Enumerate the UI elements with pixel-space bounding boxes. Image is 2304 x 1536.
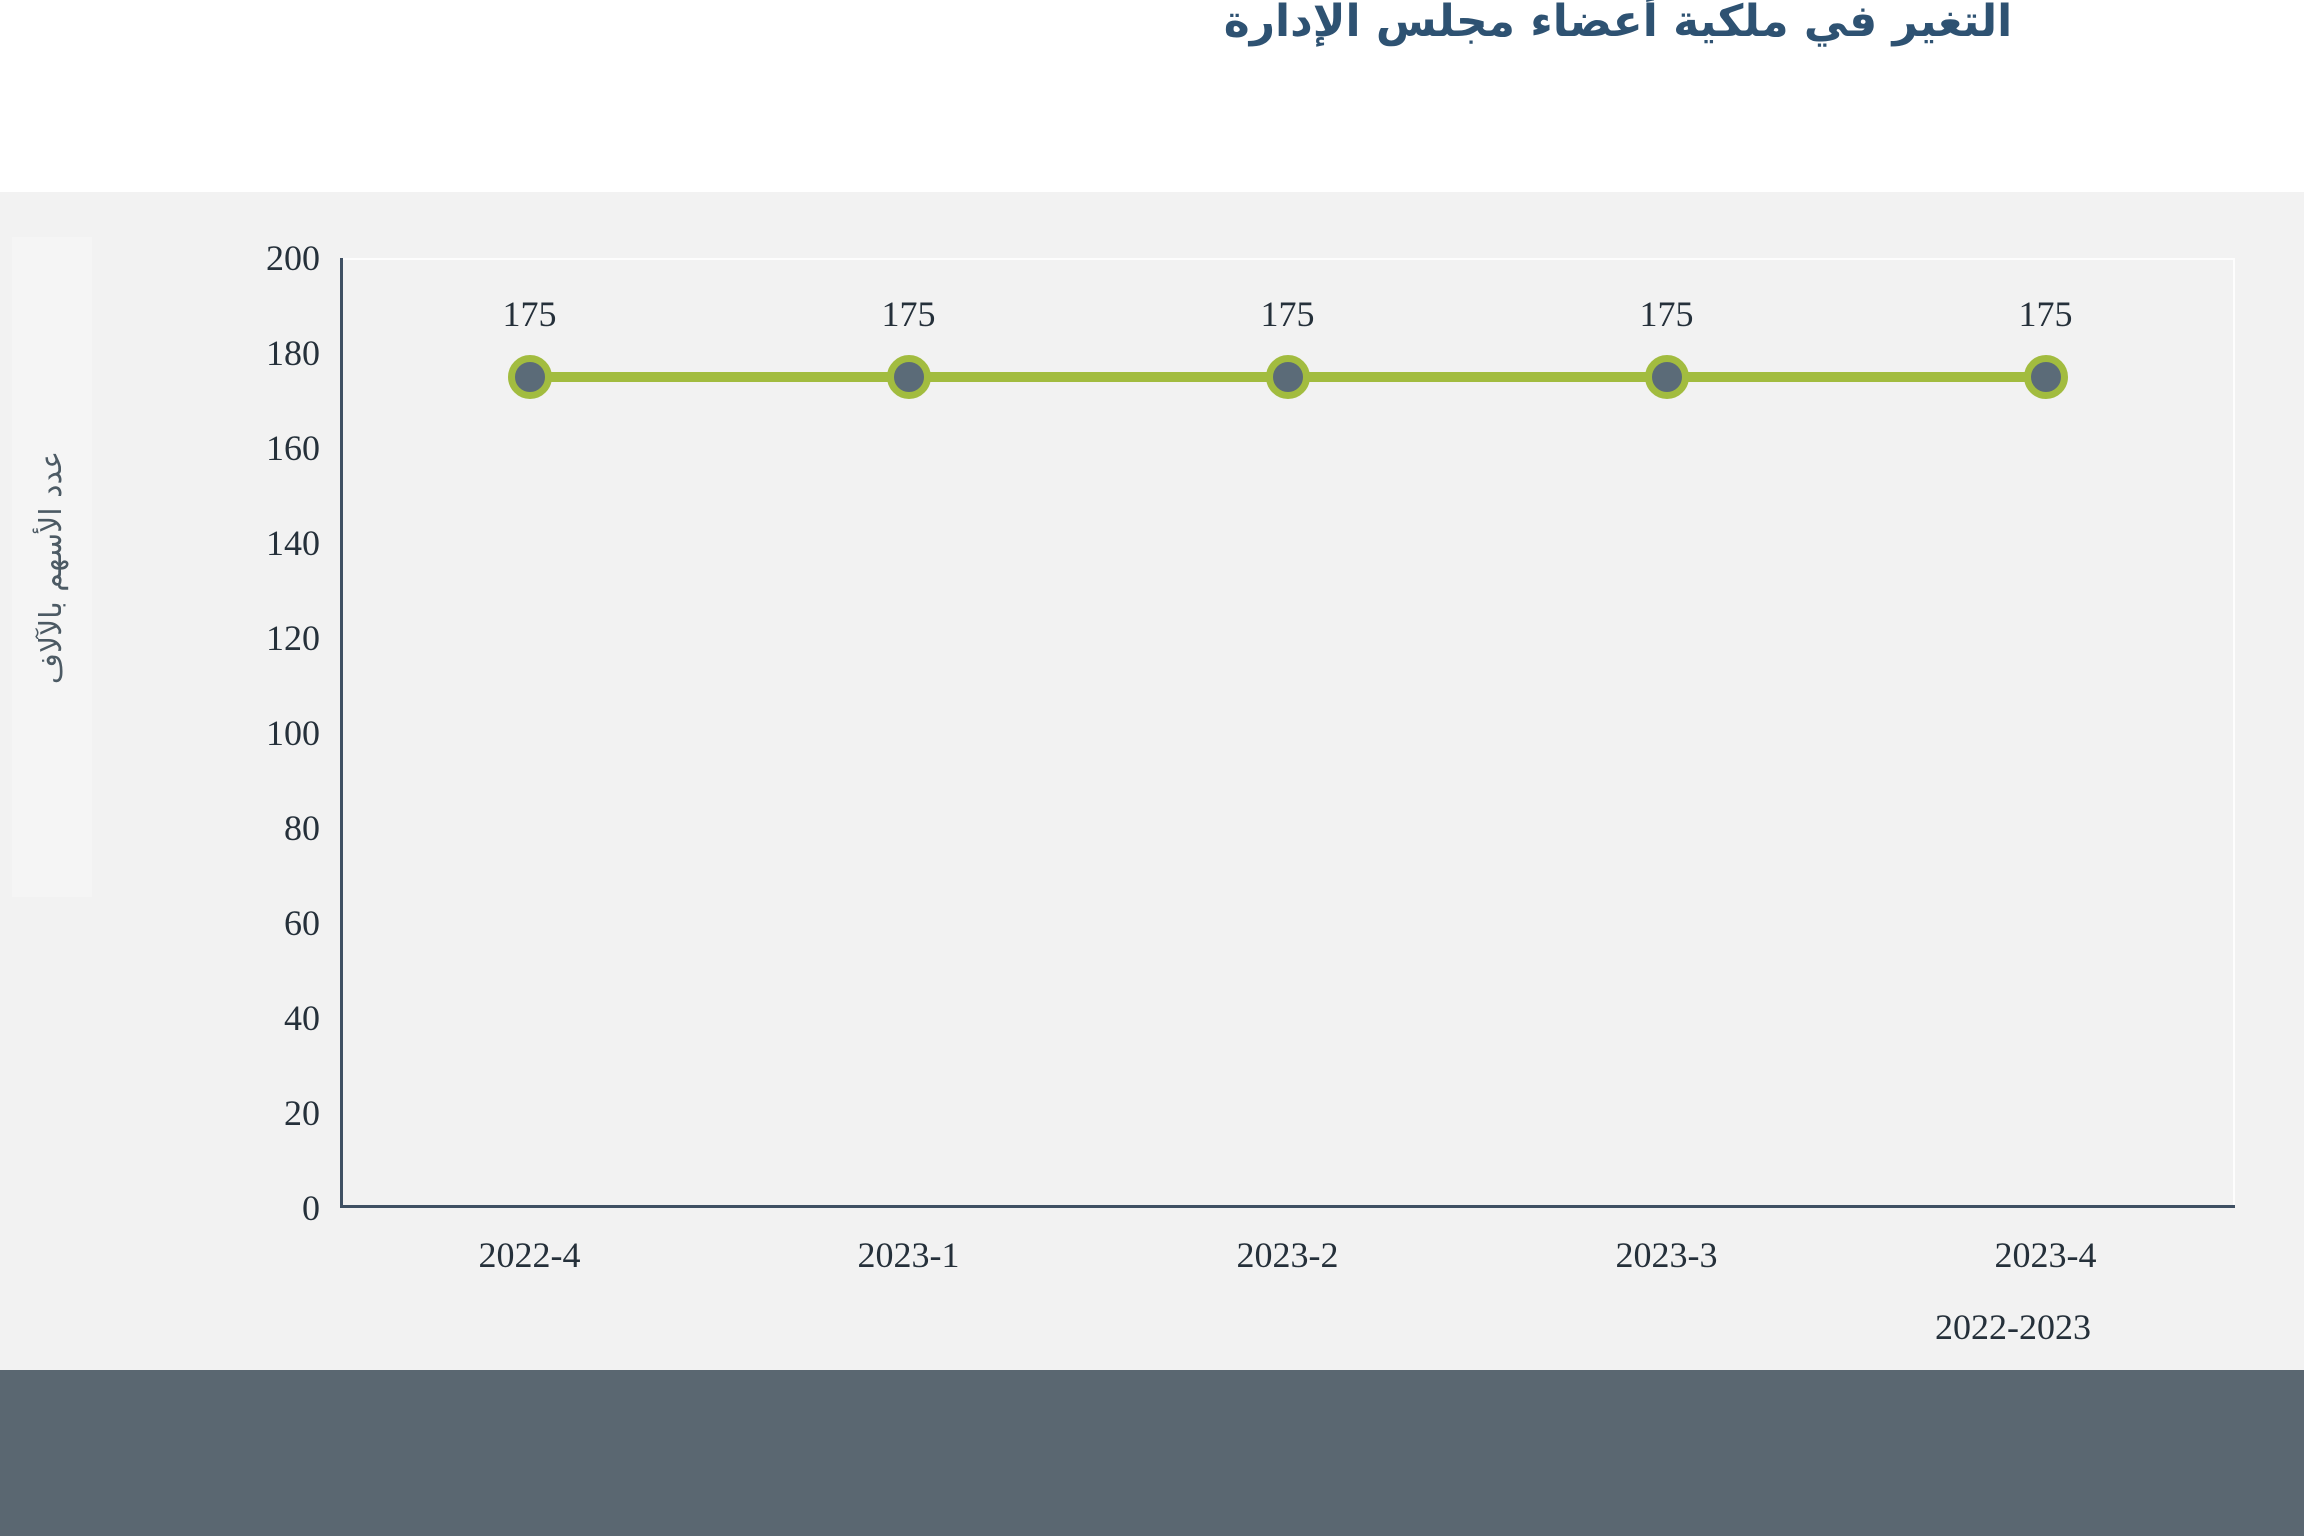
y-tick-label: 100 xyxy=(266,713,320,753)
chart-title: التغير في ملكية أعضاء مجلس الإدارة xyxy=(1223,0,2013,47)
plot-wrapper: 175 175 175 175 175 xyxy=(340,258,2235,1208)
series-line-segment xyxy=(1666,371,2046,382)
data-point-label: 175 xyxy=(502,293,557,334)
data-point-marker[interactable] xyxy=(1644,354,1689,399)
y-tick-label: 40 xyxy=(284,998,320,1038)
series-line-segment xyxy=(908,371,1288,382)
y-tick-label: 180 xyxy=(266,333,320,373)
x-tick-label: 2022-4 xyxy=(478,1235,581,1275)
y-tick-label: 160 xyxy=(266,428,320,468)
x-axis-line xyxy=(340,1205,2235,1208)
data-point-marker[interactable] xyxy=(1265,354,1310,399)
y-axis-title-text: عدد الأسهم بالآلاف xyxy=(34,450,70,684)
plot-area xyxy=(340,258,2235,1208)
data-point-label: 175 xyxy=(1639,293,1694,334)
y-tick-label: 140 xyxy=(266,523,320,563)
y-tick-label: 120 xyxy=(266,618,320,658)
y-tick-label: 60 xyxy=(284,903,320,943)
x-axis-title: 2022-2023 xyxy=(1935,1307,2091,1347)
x-tick-label: 2023-3 xyxy=(1615,1235,1718,1275)
data-point-marker[interactable] xyxy=(507,354,552,399)
series-line-segment xyxy=(529,371,909,382)
header-band: التغير في ملكية أعضاء مجلس الإدارة xyxy=(0,0,2304,192)
series-line-segment xyxy=(1287,371,1667,382)
chart-panel: عدد الأسهم بالآلاف 200 180 160 140 120 100 80 6… xyxy=(0,192,2304,1370)
y-tick-label: 20 xyxy=(284,1093,320,1133)
y-tick-label: 200 xyxy=(266,238,320,278)
data-point-marker[interactable] xyxy=(2023,354,2068,399)
data-point-marker[interactable] xyxy=(886,354,931,399)
data-point-label: 175 xyxy=(2018,293,2073,334)
x-tick-label: 2023-2 xyxy=(1236,1235,1339,1275)
x-tick-label: 2023-4 xyxy=(1994,1235,2097,1275)
y-axis-line xyxy=(340,258,343,1208)
footer-bar xyxy=(0,1370,2304,1536)
y-tick-label: 80 xyxy=(284,808,320,848)
y-axis-title: عدد الأسهم بالآلاف xyxy=(12,237,92,897)
x-tick-label: 2023-1 xyxy=(857,1235,960,1275)
data-point-label: 175 xyxy=(1260,293,1315,334)
y-axis-title-plate xyxy=(12,237,92,897)
data-point-label: 175 xyxy=(881,293,936,334)
y-tick-label: 0 xyxy=(302,1188,320,1228)
